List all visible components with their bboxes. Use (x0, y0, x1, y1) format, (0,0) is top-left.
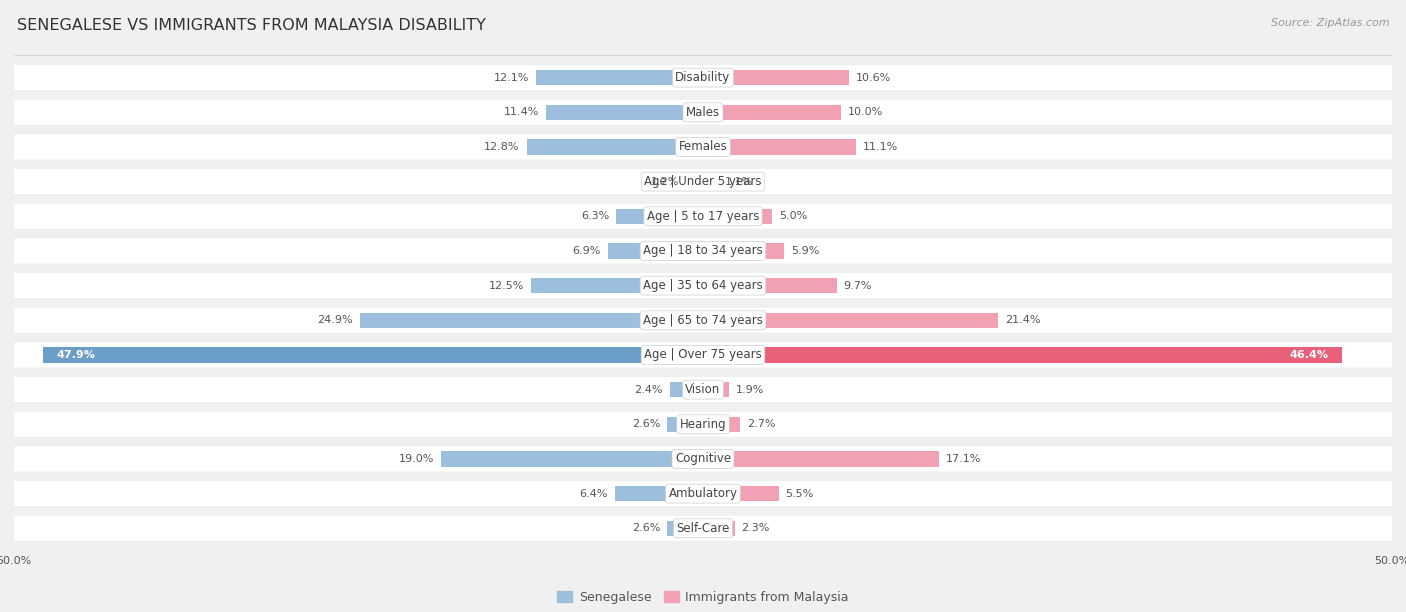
Text: 11.1%: 11.1% (863, 142, 898, 152)
Text: 5.5%: 5.5% (786, 488, 814, 499)
Bar (607, 244, 703, 258)
Text: 2.3%: 2.3% (741, 523, 770, 533)
Bar (703, 174, 718, 189)
Text: 5.0%: 5.0% (779, 211, 807, 222)
Text: Age | 65 to 74 years: Age | 65 to 74 years (643, 314, 763, 327)
Text: Cognitive: Cognitive (675, 452, 731, 466)
Bar (441, 451, 703, 466)
FancyBboxPatch shape (14, 447, 1392, 471)
Text: 11.4%: 11.4% (503, 107, 538, 118)
Text: 12.1%: 12.1% (494, 73, 530, 83)
Text: 6.9%: 6.9% (572, 246, 600, 256)
Text: 2.4%: 2.4% (634, 384, 664, 395)
Bar (527, 140, 703, 155)
Text: Age | 5 to 17 years: Age | 5 to 17 years (647, 210, 759, 223)
FancyBboxPatch shape (14, 343, 1392, 367)
Text: Age | Over 75 years: Age | Over 75 years (644, 348, 762, 362)
Text: 19.0%: 19.0% (399, 454, 434, 464)
Text: SENEGALESE VS IMMIGRANTS FROM MALAYSIA DISABILITY: SENEGALESE VS IMMIGRANTS FROM MALAYSIA D… (17, 18, 485, 34)
FancyBboxPatch shape (14, 481, 1392, 506)
Text: Vision: Vision (685, 383, 721, 396)
FancyBboxPatch shape (14, 516, 1392, 541)
Bar (668, 521, 703, 536)
Bar (703, 521, 735, 536)
Bar (703, 278, 837, 293)
Bar (703, 313, 998, 328)
Text: Age | 18 to 34 years: Age | 18 to 34 years (643, 244, 763, 258)
FancyBboxPatch shape (14, 169, 1392, 194)
Text: Ambulatory: Ambulatory (668, 487, 738, 500)
Bar (703, 382, 730, 397)
Text: 10.0%: 10.0% (848, 107, 883, 118)
Text: 10.6%: 10.6% (856, 73, 891, 83)
Bar (536, 70, 703, 85)
Bar (703, 105, 841, 120)
Text: Disability: Disability (675, 71, 731, 84)
Bar (703, 244, 785, 258)
FancyBboxPatch shape (14, 273, 1392, 298)
Bar (703, 417, 740, 432)
Text: 46.4%: 46.4% (1289, 350, 1329, 360)
Text: 24.9%: 24.9% (318, 315, 353, 325)
Bar (703, 209, 772, 224)
Text: Age | 35 to 64 years: Age | 35 to 64 years (643, 279, 763, 292)
Text: 6.3%: 6.3% (581, 211, 609, 222)
Text: Females: Females (679, 140, 727, 154)
Bar (703, 486, 779, 501)
FancyBboxPatch shape (14, 377, 1392, 402)
Text: Males: Males (686, 106, 720, 119)
Bar (44, 348, 703, 362)
Text: 1.9%: 1.9% (737, 384, 765, 395)
Text: 2.6%: 2.6% (631, 523, 661, 533)
Text: 12.8%: 12.8% (484, 142, 520, 152)
Text: 47.9%: 47.9% (56, 350, 96, 360)
Bar (703, 70, 849, 85)
Bar (669, 382, 703, 397)
Text: 2.7%: 2.7% (747, 419, 776, 429)
Text: Hearing: Hearing (679, 418, 727, 431)
Text: 2.6%: 2.6% (631, 419, 661, 429)
Text: 1.2%: 1.2% (651, 177, 679, 187)
Bar (616, 209, 703, 224)
FancyBboxPatch shape (14, 412, 1392, 437)
Text: Self-Care: Self-Care (676, 522, 730, 535)
Text: 21.4%: 21.4% (1005, 315, 1040, 325)
Text: 12.5%: 12.5% (488, 281, 524, 291)
FancyBboxPatch shape (14, 204, 1392, 229)
Bar (686, 174, 703, 189)
Bar (531, 278, 703, 293)
Bar (668, 417, 703, 432)
Legend: Senegalese, Immigrants from Malaysia: Senegalese, Immigrants from Malaysia (553, 586, 853, 609)
Bar (546, 105, 703, 120)
Text: Source: ZipAtlas.com: Source: ZipAtlas.com (1271, 18, 1389, 28)
Text: Age | Under 5 years: Age | Under 5 years (644, 175, 762, 188)
Bar (703, 451, 939, 466)
Text: 17.1%: 17.1% (945, 454, 981, 464)
Bar (703, 140, 856, 155)
Bar (360, 313, 703, 328)
FancyBboxPatch shape (14, 65, 1392, 90)
Bar (703, 348, 1343, 362)
Text: 9.7%: 9.7% (844, 281, 872, 291)
Text: 6.4%: 6.4% (579, 488, 607, 499)
Text: 5.9%: 5.9% (792, 246, 820, 256)
FancyBboxPatch shape (14, 100, 1392, 125)
FancyBboxPatch shape (14, 239, 1392, 263)
FancyBboxPatch shape (14, 308, 1392, 333)
Text: 1.1%: 1.1% (725, 177, 754, 187)
FancyBboxPatch shape (14, 135, 1392, 159)
Bar (614, 486, 703, 501)
